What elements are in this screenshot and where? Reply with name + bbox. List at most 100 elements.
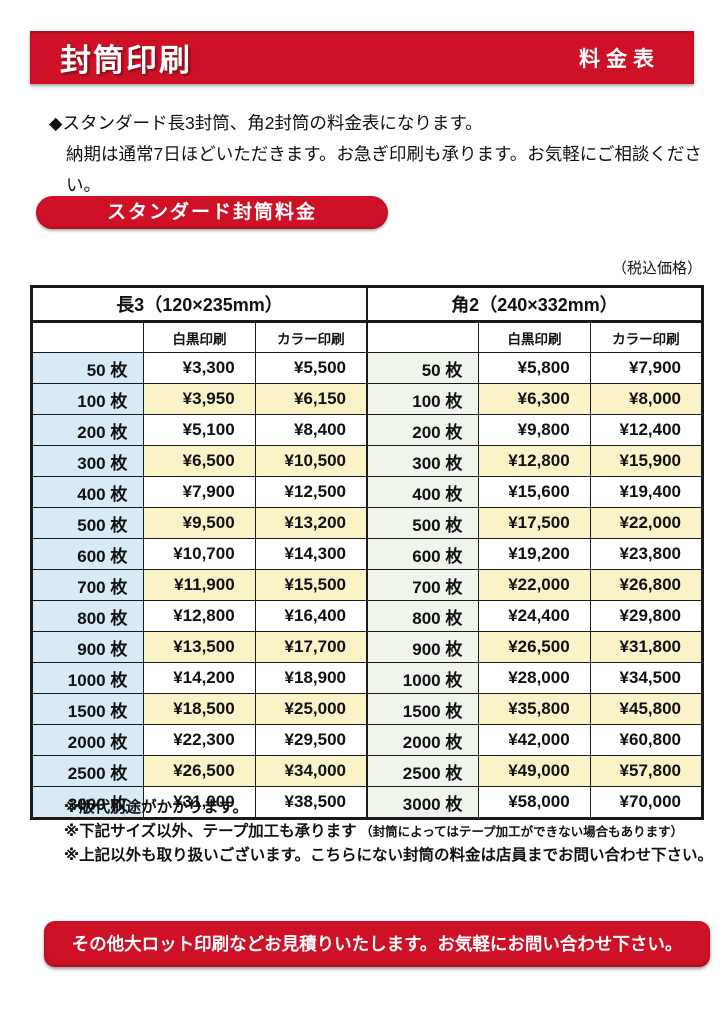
price-cell-monochrome: ¥11,900 bbox=[143, 569, 256, 601]
table-row: 900 枚 ¥26,500 ¥31,800 bbox=[366, 631, 703, 663]
footnote-paren-text: （封筒によってはテープ加工ができない場合もあります） bbox=[356, 824, 684, 839]
quantity-cell: 2500 枚 bbox=[366, 755, 480, 787]
column-header-color: カラー印刷 bbox=[589, 321, 703, 353]
table-row: 2500 枚 ¥49,000 ¥57,800 bbox=[366, 755, 703, 787]
table-row: 2500 枚 ¥26,500 ¥34,000 bbox=[31, 755, 368, 787]
price-cell-color: ¥70,000 bbox=[589, 786, 703, 818]
price-cell-color: ¥15,500 bbox=[254, 569, 368, 601]
intro-line-1: ◆スタンダード長3封筒、角2封筒の料金表になります。 bbox=[49, 113, 483, 133]
footnote-text: ※上記以外も取り扱いございます。こちらにない封筒の料金は店員までお問い合わせ下さ… bbox=[64, 847, 714, 864]
quantity-cell: 50 枚 bbox=[366, 352, 480, 384]
price-cell-monochrome: ¥49,000 bbox=[478, 755, 591, 787]
footnote-text: ※下記サイズ以外、テープ加工も承ります bbox=[64, 822, 357, 840]
price-cell-color: ¥60,800 bbox=[589, 724, 703, 756]
price-cell-monochrome: ¥6,300 bbox=[478, 383, 591, 415]
table-row: 700 枚 ¥11,900 ¥15,500 bbox=[31, 569, 368, 601]
price-cell-color: ¥34,500 bbox=[589, 662, 703, 694]
table-row: 50 枚 ¥3,300 ¥5,500 bbox=[31, 352, 368, 384]
quantity-cell: 3000 枚 bbox=[366, 786, 480, 818]
price-cell-color: ¥17,700 bbox=[254, 631, 368, 663]
price-cell-color: ¥18,900 bbox=[254, 662, 368, 694]
price-cell-color: ¥16,400 bbox=[254, 600, 368, 632]
quantity-cell: 200 枚 bbox=[31, 414, 145, 446]
price-cell-color: ¥15,900 bbox=[589, 445, 703, 477]
price-cell-color: ¥38,500 bbox=[254, 786, 368, 818]
price-tables: 長3（120×235mm） 白黒印刷 カラー印刷 50 枚 ¥3,300 ¥5,500 10… bbox=[30, 285, 704, 820]
price-cell-monochrome: ¥35,800 bbox=[478, 693, 591, 725]
price-cell-color: ¥25,000 bbox=[254, 693, 368, 725]
quantity-cell: 700 枚 bbox=[31, 569, 145, 601]
quantity-cell: 400 枚 bbox=[31, 476, 145, 508]
table-row: 500 枚 ¥17,500 ¥22,000 bbox=[366, 507, 703, 539]
quantity-cell: 1000 枚 bbox=[31, 662, 145, 694]
quantity-cell: 100 枚 bbox=[366, 383, 480, 415]
header-bar: 封筒印刷 料金表 bbox=[30, 31, 694, 84]
quantity-cell: 1500 枚 bbox=[31, 693, 145, 725]
footnotes: ※版代別途がかかります。 ※下記サイズ以外、テープ加工も承ります （封筒によっては… bbox=[64, 796, 713, 868]
price-table-cho3: 長3（120×235mm） 白黒印刷 カラー印刷 50 枚 ¥3,300 ¥5,500 10… bbox=[31, 287, 368, 818]
price-cell-color: ¥8,400 bbox=[254, 414, 368, 446]
table-title: 長3（120×235mm） bbox=[32, 287, 367, 323]
quantity-cell: 2500 枚 bbox=[31, 755, 145, 787]
column-header-color: カラー印刷 bbox=[254, 321, 368, 353]
quantity-cell: 900 枚 bbox=[366, 631, 480, 663]
table-row: 100 枚 ¥6,300 ¥8,000 bbox=[366, 383, 703, 415]
quantity-cell: 600 枚 bbox=[366, 538, 480, 570]
table-row: 1000 枚 ¥14,200 ¥18,900 bbox=[31, 662, 368, 694]
price-cell-monochrome: ¥58,000 bbox=[478, 786, 591, 818]
price-cell-monochrome: ¥12,800 bbox=[143, 600, 256, 632]
table-row: 50 枚 ¥5,800 ¥7,900 bbox=[366, 352, 703, 384]
quantity-cell: 300 枚 bbox=[366, 445, 480, 477]
price-cell-monochrome: ¥6,500 bbox=[143, 445, 256, 477]
quantity-cell: 50 枚 bbox=[31, 352, 145, 384]
column-header-quantity bbox=[31, 321, 145, 353]
quantity-cell: 700 枚 bbox=[366, 569, 480, 601]
table-row: 1000 枚 ¥28,000 ¥34,500 bbox=[366, 662, 703, 694]
price-cell-monochrome: ¥24,400 bbox=[478, 600, 591, 632]
page-title: 封筒印刷 bbox=[60, 43, 192, 78]
table-row: 900 枚 ¥13,500 ¥17,700 bbox=[31, 631, 368, 663]
tax-included-note: （税込価格） bbox=[611, 260, 702, 277]
price-cell-monochrome: ¥42,000 bbox=[478, 724, 591, 756]
header-right-label: 料金表 bbox=[579, 47, 660, 71]
table-row: 2000 枚 ¥22,300 ¥29,500 bbox=[31, 724, 368, 756]
price-cell-monochrome: ¥7,900 bbox=[143, 476, 256, 508]
price-cell-monochrome: ¥10,700 bbox=[143, 538, 256, 570]
quantity-cell: 900 枚 bbox=[31, 631, 145, 663]
price-cell-color: ¥34,000 bbox=[254, 755, 368, 787]
table-row: 500 枚 ¥9,500 ¥13,200 bbox=[31, 507, 368, 539]
price-cell-monochrome: ¥26,500 bbox=[478, 631, 591, 663]
price-cell-color: ¥26,800 bbox=[589, 569, 703, 601]
table-row: 700 枚 ¥22,000 ¥26,800 bbox=[366, 569, 703, 601]
intro-line-2: 納期は通常7日ほどいただきます。お急ぎ印刷も承ります。お気軽にご相談ください。 bbox=[66, 144, 702, 195]
price-cell-monochrome: ¥26,500 bbox=[143, 755, 256, 787]
section-badge: スタンダード封筒料金 bbox=[36, 196, 388, 229]
price-cell-color: ¥45,800 bbox=[589, 693, 703, 725]
price-cell-monochrome: ¥22,000 bbox=[478, 569, 591, 601]
price-cell-monochrome: ¥15,600 bbox=[478, 476, 591, 508]
table-row: 300 枚 ¥12,800 ¥15,900 bbox=[366, 445, 703, 477]
price-cell-color: ¥6,150 bbox=[254, 383, 368, 415]
column-header-monochrome: 白黒印刷 bbox=[143, 321, 256, 353]
table-row: 100 枚 ¥3,950 ¥6,150 bbox=[31, 383, 368, 415]
price-cell-color: ¥10,500 bbox=[254, 445, 368, 477]
quantity-cell: 500 枚 bbox=[31, 507, 145, 539]
price-cell-monochrome: ¥3,300 bbox=[143, 352, 256, 384]
quantity-cell: 2000 枚 bbox=[366, 724, 480, 756]
quantity-cell: 1500 枚 bbox=[366, 693, 480, 725]
table-row: 2000 枚 ¥42,000 ¥60,800 bbox=[366, 724, 703, 756]
footnote-line: ※下記サイズ以外、テープ加工も承ります （封筒によってはテープ加工ができない場合… bbox=[64, 820, 713, 845]
table-row: 800 枚 ¥12,800 ¥16,400 bbox=[31, 600, 368, 632]
column-header-quantity bbox=[366, 321, 480, 353]
footnote-line: ※上記以外も取り扱いございます。こちらにない封筒の料金は店員までお問い合わせ下さ… bbox=[64, 844, 713, 868]
price-cell-color: ¥12,400 bbox=[589, 414, 703, 446]
quantity-cell: 1000 枚 bbox=[366, 662, 480, 694]
table-row: 3000 枚 ¥58,000 ¥70,000 bbox=[366, 786, 703, 818]
price-cell-monochrome: ¥3,950 bbox=[143, 383, 256, 415]
price-cell-monochrome: ¥22,300 bbox=[143, 724, 256, 756]
price-cell-color: ¥8,000 bbox=[589, 383, 703, 415]
price-cell-color: ¥22,000 bbox=[589, 507, 703, 539]
price-cell-monochrome: ¥19,200 bbox=[478, 538, 591, 570]
footer-banner: その他大ロット印刷などお見積りいたします。お気軽にお問い合わせ下さい。 bbox=[44, 921, 710, 967]
table-row: 400 枚 ¥7,900 ¥12,500 bbox=[31, 476, 368, 508]
